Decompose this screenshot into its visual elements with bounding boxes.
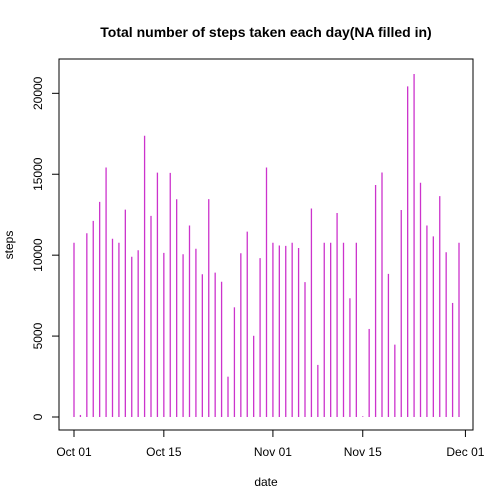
y-tick-label: 0 <box>31 413 45 420</box>
y-tick-label: 5000 <box>31 322 45 349</box>
y-tick-label: 10000 <box>31 238 45 272</box>
x-axis: Oct 01 Oct 15 Nov 01 Nov 15 Dec 01 <box>56 429 485 459</box>
x-tick-label: Nov 15 <box>344 445 382 459</box>
y-tick-label: 20000 <box>31 76 45 110</box>
y-axis: 0 5000 10000 15000 20000 <box>31 76 60 420</box>
y-axis-label: steps <box>2 231 16 260</box>
x-tick-label: Oct 01 <box>56 445 92 459</box>
x-tick-label: Oct 15 <box>146 445 182 459</box>
x-axis-label: date <box>254 475 278 489</box>
x-tick-label: Nov 01 <box>254 445 292 459</box>
x-tick-label: Dec 01 <box>446 445 484 459</box>
y-tick-label: 15000 <box>31 157 45 191</box>
bar-series <box>73 74 460 417</box>
chart-title: Total number of steps taken each day(NA … <box>100 24 431 40</box>
